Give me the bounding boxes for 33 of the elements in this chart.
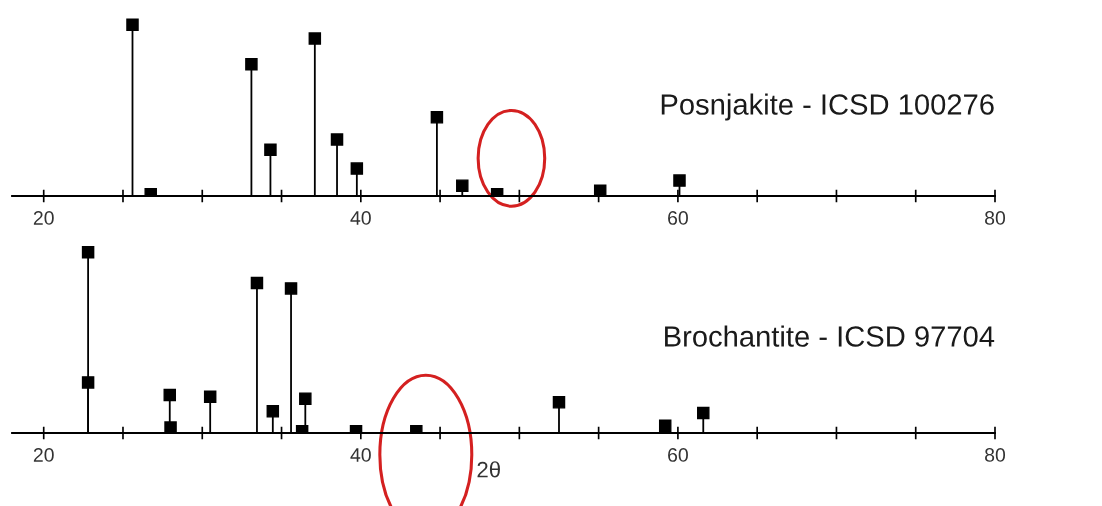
point <box>593 184 607 196</box>
point <box>552 396 566 409</box>
x-tick-label: 20 <box>33 448 54 462</box>
x-tick-label: 60 <box>668 448 688 462</box>
point <box>81 376 95 389</box>
point <box>697 406 710 420</box>
x-tick-label: 60 <box>668 211 688 225</box>
x-tick-label: 40 <box>350 448 371 462</box>
x-tick-label: 20 <box>33 211 54 225</box>
point <box>264 143 277 157</box>
point <box>430 111 444 124</box>
point <box>299 392 312 405</box>
point <box>330 133 344 146</box>
x-tick-label: 40 <box>350 211 371 225</box>
point <box>81 245 95 259</box>
point <box>658 419 672 433</box>
point <box>350 162 364 175</box>
point <box>250 276 264 290</box>
point <box>284 282 298 295</box>
point <box>126 18 139 32</box>
point <box>456 179 469 192</box>
point <box>266 405 280 418</box>
x-tick-label: 80 <box>985 211 1006 225</box>
series-label: Posnjakite - ICSD 100276 <box>661 93 994 121</box>
x-axis-title: 2θ <box>477 461 500 478</box>
point <box>163 388 177 402</box>
text: Brochantite - ICSD 97704 <box>665 325 995 347</box>
point <box>203 390 217 404</box>
point <box>673 174 686 187</box>
point <box>164 421 177 433</box>
x-tick-label: 80 <box>985 448 1006 462</box>
point <box>245 57 258 71</box>
point <box>308 32 322 45</box>
